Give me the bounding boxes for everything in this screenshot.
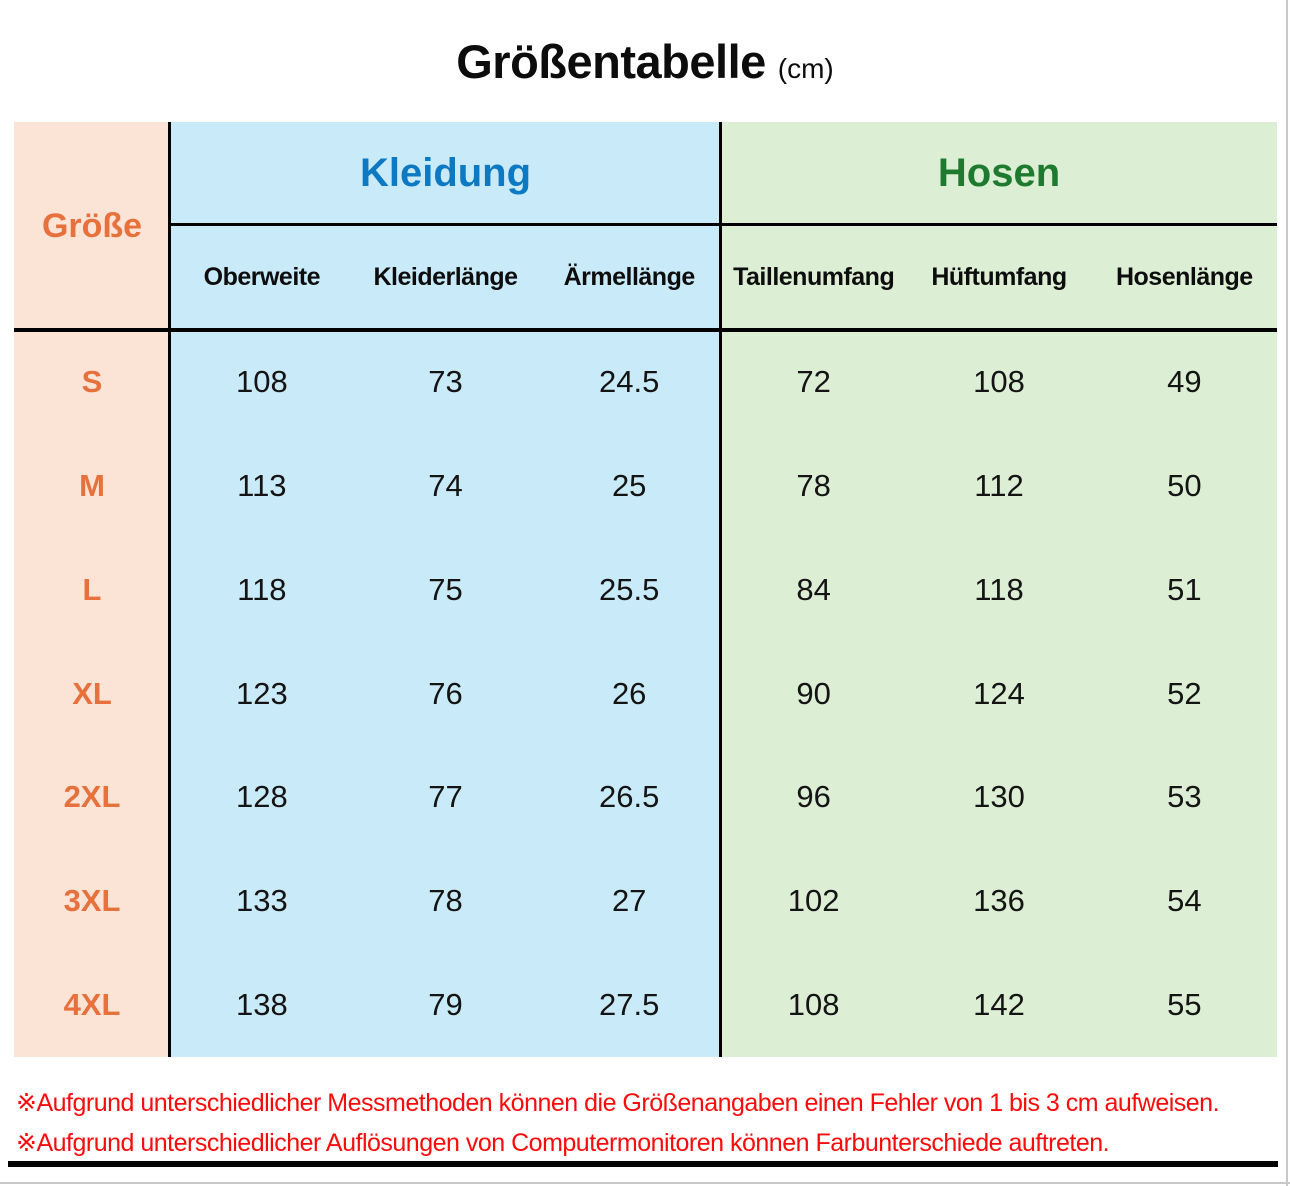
value-cell: 96: [796, 779, 831, 815]
value-cell: 25: [611, 467, 647, 503]
value-cell: 130: [973, 779, 1025, 815]
value-cell: 136: [973, 883, 1025, 919]
value-cell: 142: [973, 987, 1025, 1023]
value-cell: 52: [1167, 675, 1202, 711]
value-cell: 73: [428, 363, 463, 399]
page-bottom-border: [0, 1182, 1290, 1184]
value-cell: 118: [237, 571, 287, 607]
value-cell: 108: [235, 363, 288, 399]
column-header-hosenlaenge: Hosenlänge: [1115, 263, 1253, 291]
value-cell: 113: [237, 467, 287, 503]
table-row: 128 77 26.5: [170, 745, 721, 849]
value-cell: 25.5: [599, 571, 660, 607]
column-header-hueftumfang: Hüftumfang: [931, 263, 1067, 291]
page-title-unit: (cm): [777, 53, 834, 84]
table-row: 72 108 49: [721, 330, 1277, 434]
value-cell: 138: [235, 987, 288, 1023]
hosen-column-headers: Taillenumfang Hüftumfang Hosenlänge: [721, 225, 1277, 330]
note-line: ※Aufgrund unterschiedlicher Messmethoden…: [16, 1089, 1220, 1117]
group-header-hosen: Hosen: [937, 151, 1061, 195]
value-cell: 27: [611, 883, 647, 919]
table-row: 133 78 27: [170, 849, 721, 953]
size-label-2xl: 2XL: [63, 779, 121, 815]
value-cell: 50: [1167, 467, 1202, 503]
value-cell: 90: [796, 675, 831, 711]
size-label-s: S: [81, 363, 103, 399]
value-cell: 54: [1167, 883, 1202, 919]
size-label-4xl: 4XL: [63, 987, 121, 1023]
table-row: 78 112 50: [721, 434, 1277, 538]
value-cell: 123: [235, 675, 288, 711]
value-cell: 24.5: [599, 363, 660, 399]
value-cell: 108: [973, 363, 1025, 399]
page-title-text: Größentabelle: [456, 35, 766, 88]
size-label-3xl: 3XL: [63, 883, 121, 919]
group-header-kleidung: Kleidung: [359, 151, 532, 195]
value-cell: 55: [1167, 987, 1202, 1023]
page-title: Größentabelle (cm): [0, 30, 1290, 94]
vertical-divider-size-kleidung: [168, 122, 171, 1057]
value-cell: 49: [1167, 363, 1202, 399]
size-chart-table: Größe S M L XL 2XL 3XL 4XL Kleidung Ober…: [14, 122, 1277, 1057]
page-right-border: [1286, 0, 1288, 1186]
hosen-section: Hosen Taillenumfang Hüftumfang Hosenläng…: [721, 122, 1277, 1057]
table-row: 108 142 55: [721, 953, 1277, 1057]
value-cell: 27.5: [599, 987, 660, 1023]
value-cell: 26.5: [599, 779, 660, 815]
value-cell: 79: [428, 987, 463, 1023]
value-cell: 78: [428, 883, 463, 919]
size-label-xl: XL: [72, 675, 112, 711]
value-cell: 118: [974, 571, 1024, 607]
table-row: 138 79 27.5: [170, 953, 721, 1057]
bottom-divider-line: [8, 1161, 1278, 1167]
vertical-divider-kleidung-hosen: [719, 122, 722, 1057]
value-cell: 108: [787, 987, 840, 1023]
value-cell: 133: [235, 883, 288, 919]
value-cell: 74: [428, 467, 463, 503]
column-header-taillenumfang: Taillenumfang: [733, 263, 895, 291]
value-cell: 72: [796, 363, 831, 399]
value-cell: 75: [428, 571, 463, 607]
size-column: Größe S M L XL 2XL 3XL 4XL: [14, 122, 170, 1057]
value-cell: 26: [611, 675, 647, 711]
column-header-kleiderlaenge: Kleiderlänge: [373, 263, 518, 291]
horizontal-divider-header-body: [14, 328, 1277, 332]
size-label-m: M: [79, 467, 105, 503]
value-cell: 102: [787, 883, 840, 919]
value-cell: 124: [973, 675, 1025, 711]
table-row: 118 75 25.5: [170, 538, 721, 642]
value-cell: 112: [974, 467, 1024, 503]
note-line: ※Aufgrund unterschiedlicher Auflösungen …: [16, 1129, 1110, 1157]
value-cell: 51: [1167, 571, 1202, 607]
corner-size-label: Größe: [41, 206, 143, 245]
table-row: 113 74 25: [170, 434, 721, 538]
value-cell: 128: [235, 779, 288, 815]
footnotes: ※Aufgrund unterschiedlicher Messmethoden…: [16, 1083, 1220, 1163]
column-header-aermellaenge: Ärmellänge: [563, 263, 696, 291]
table-row: 108 73 24.5: [170, 330, 721, 434]
table-row: 123 76 26: [170, 642, 721, 746]
table-row: 90 124 52: [721, 642, 1277, 746]
table-row: 102 136 54: [721, 849, 1277, 953]
table-row: 96 130 53: [721, 745, 1277, 849]
value-cell: 84: [796, 571, 831, 607]
table-row: 84 118 51: [721, 538, 1277, 642]
column-header-oberweite: Oberweite: [203, 263, 321, 291]
size-label-l: L: [82, 571, 102, 607]
value-cell: 78: [796, 467, 831, 503]
kleidung-section: Kleidung Oberweite Kleiderlänge Ärmellän…: [170, 122, 721, 1057]
kleidung-column-headers: Oberweite Kleiderlänge Ärmellänge: [170, 225, 721, 330]
horizontal-divider-group-subheader: [170, 223, 1277, 226]
value-cell: 77: [428, 779, 463, 815]
value-cell: 76: [428, 675, 463, 711]
value-cell: 53: [1167, 779, 1202, 815]
